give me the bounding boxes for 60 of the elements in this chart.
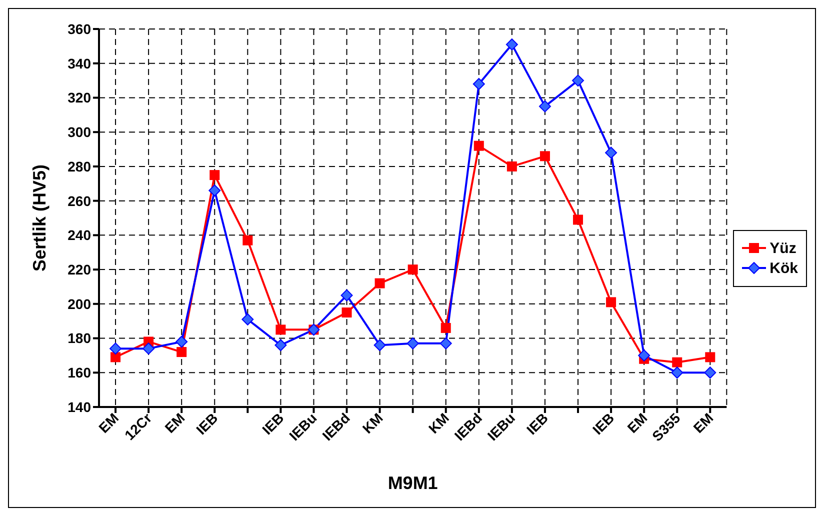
y-tick-label: 300 [68, 124, 92, 140]
point [242, 235, 253, 246]
x-tick-label: EM [624, 410, 650, 436]
point [142, 342, 155, 355]
point [506, 38, 518, 50]
y-tick-label: 240 [68, 227, 92, 244]
y-tick-label: 320 [68, 90, 92, 106]
point [242, 313, 254, 326]
x-tick-label: EM [95, 410, 122, 436]
point [440, 337, 452, 350]
point [274, 339, 287, 352]
y-tick-label: 140 [68, 398, 92, 415]
point [474, 140, 484, 151]
point [540, 151, 550, 162]
point [110, 352, 121, 362]
x-axis-title: M9M1 [388, 473, 438, 493]
y-tick-label: 260 [68, 192, 92, 209]
y-tick-label: 340 [68, 55, 92, 72]
point [638, 349, 650, 362]
y-tick-label: 180 [68, 330, 92, 346]
point [208, 184, 221, 197]
x-tick-label: KM [359, 410, 386, 437]
point [704, 366, 716, 379]
point [276, 324, 286, 335]
point [573, 214, 583, 225]
x-tick-label: KM [425, 410, 452, 437]
y-axis-title: Sertlik (HV5) [29, 164, 50, 272]
point [605, 146, 618, 159]
point [538, 100, 551, 112]
point [374, 278, 385, 288]
y-tick-label: 200 [68, 296, 92, 312]
point [672, 357, 682, 368]
legend-label: Yüz [770, 240, 796, 256]
y-tick-label: 280 [68, 158, 92, 174]
y-tick-label: 220 [68, 262, 92, 278]
x-tick-label: IEB [258, 410, 287, 438]
point [374, 339, 386, 352]
y-tick-label: 160 [68, 364, 92, 381]
point [342, 308, 352, 318]
point [572, 74, 584, 87]
point [606, 297, 616, 308]
legend-label: Kök [770, 260, 798, 276]
point [176, 336, 188, 348]
x-tick-label: IEB [589, 410, 618, 438]
point [671, 366, 684, 379]
point [340, 289, 353, 302]
x-tick-label: IEB [192, 410, 221, 438]
point [408, 264, 418, 275]
point [506, 161, 517, 172]
point [406, 337, 419, 350]
y-tick-label: 360 [68, 20, 92, 37]
x-tick-label: IEB [523, 410, 552, 438]
point [110, 342, 122, 355]
point [176, 347, 187, 358]
point [705, 352, 716, 362]
point [210, 170, 220, 180]
x-tick-label: EM [162, 410, 188, 436]
point [472, 78, 485, 90]
x-tick-label: EM [690, 410, 716, 436]
point [440, 322, 451, 333]
